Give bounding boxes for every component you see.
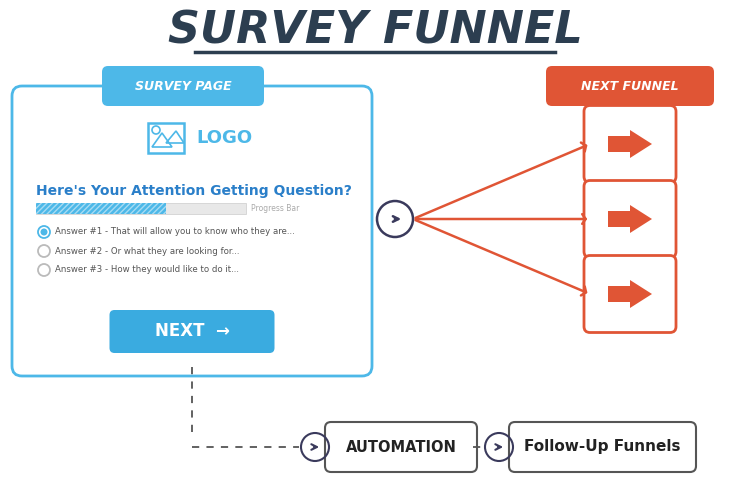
Circle shape [38,245,50,257]
Polygon shape [608,205,652,233]
Bar [36,203,166,214]
Bar [36,203,246,214]
Text: Here's Your Attention Getting Question?: Here's Your Attention Getting Question? [36,184,352,198]
Text: Progress Bar: Progress Bar [251,204,299,213]
Text: Answer #2 - Or what they are looking for...: Answer #2 - Or what they are looking for… [55,246,239,256]
Text: SURVEY FUNNEL: SURVEY FUNNEL [168,10,582,52]
Text: AUTOMATION: AUTOMATION [346,439,457,455]
FancyBboxPatch shape [110,310,274,353]
Circle shape [38,264,50,276]
Text: NEXT FUNNEL: NEXT FUNNEL [581,80,679,93]
Text: Answer #3 - How they would like to do it...: Answer #3 - How they would like to do it… [55,266,239,275]
Polygon shape [608,130,652,158]
FancyBboxPatch shape [509,422,696,472]
Text: SURVEY PAGE: SURVEY PAGE [135,80,231,93]
Text: LOGO: LOGO [196,129,252,147]
FancyBboxPatch shape [546,66,714,106]
Bar [36,203,166,214]
Text: Answer #1 - That will allow you to know who they are...: Answer #1 - That will allow you to know … [55,227,295,236]
Circle shape [40,228,47,235]
FancyBboxPatch shape [12,86,372,376]
Text: NEXT  →: NEXT → [154,323,230,341]
FancyBboxPatch shape [584,180,676,258]
FancyBboxPatch shape [584,105,676,182]
Text: Follow-Up Funnels: Follow-Up Funnels [524,439,681,455]
Circle shape [38,226,50,238]
FancyBboxPatch shape [325,422,477,472]
Polygon shape [608,280,652,308]
FancyBboxPatch shape [584,256,676,333]
FancyBboxPatch shape [102,66,264,106]
